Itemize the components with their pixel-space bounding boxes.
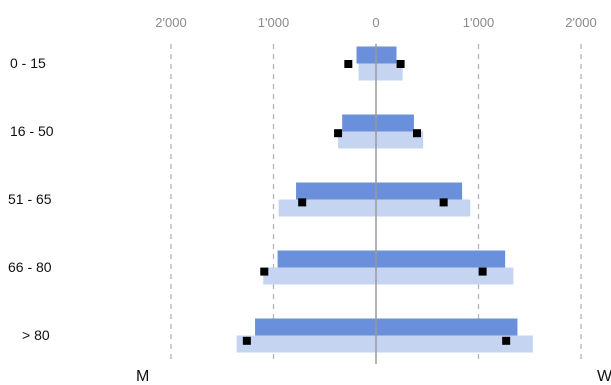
bar-series1-women-3 <box>376 251 505 268</box>
bar-series1-men-0 <box>357 47 376 64</box>
marker-women-0 <box>397 60 405 68</box>
bar-series1-women-0 <box>376 47 397 64</box>
bar-series1-men-3 <box>278 251 376 268</box>
category-label-2: 51 - 65 <box>8 191 52 207</box>
side-label-men: M <box>136 368 149 385</box>
x-tick-label-2: 0 <box>372 15 379 30</box>
category-label-0: 0 - 15 <box>10 55 46 71</box>
side-label-women: W <box>597 368 611 385</box>
marker-men-2 <box>298 198 306 206</box>
bar-series1-women-4 <box>376 319 517 336</box>
x-tick-label-4: 2'000 <box>565 15 596 30</box>
marker-men-0 <box>344 60 352 68</box>
category-label-3: 66 - 80 <box>8 259 52 275</box>
x-tick-label-1: 1'000 <box>258 15 289 30</box>
category-label-1: 16 - 50 <box>10 123 54 139</box>
x-tick-label-3: 1'000 <box>463 15 494 30</box>
bar-series1-women-1 <box>376 115 414 132</box>
marker-women-2 <box>440 198 448 206</box>
bar-series2-men-4 <box>237 336 376 353</box>
bar-series2-men-3 <box>263 268 376 285</box>
bar-series1-men-2 <box>296 183 376 200</box>
x-tick-label-0: 2'000 <box>155 15 186 30</box>
marker-women-4 <box>502 337 510 345</box>
bar-series2-women-2 <box>376 200 470 217</box>
bar-series2-men-2 <box>279 200 376 217</box>
bar-series2-men-1 <box>338 132 376 149</box>
bar-series1-men-4 <box>255 319 376 336</box>
category-label-4: > 80 <box>22 327 50 343</box>
marker-women-3 <box>479 268 487 276</box>
bar-series2-men-0 <box>359 64 376 81</box>
bar-series1-women-2 <box>376 183 462 200</box>
marker-men-4 <box>243 337 251 345</box>
bar-series2-women-3 <box>376 268 513 285</box>
marker-women-1 <box>413 129 421 137</box>
marker-men-3 <box>260 268 268 276</box>
bar-series1-men-1 <box>342 115 376 132</box>
bars-layer <box>237 47 533 353</box>
marker-men-1 <box>334 129 342 137</box>
